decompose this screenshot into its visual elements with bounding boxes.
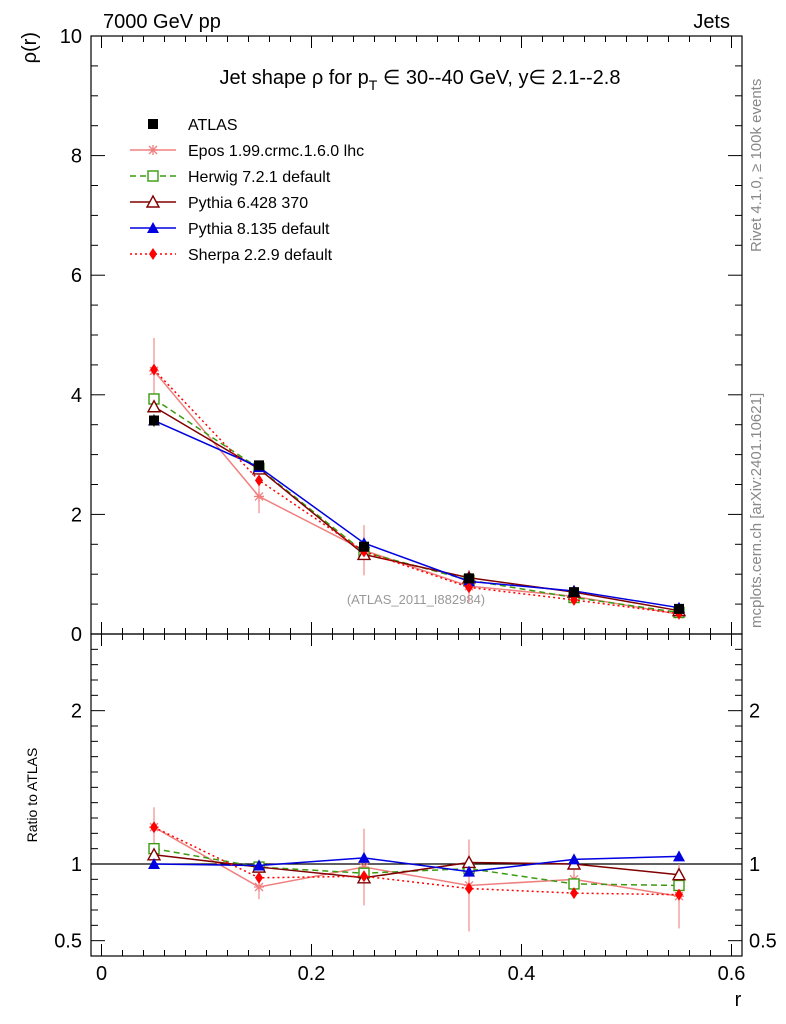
- ratio-series-4-point: [465, 882, 473, 895]
- ratio-y-axis-label: Ratio to ATLAS: [24, 748, 40, 843]
- ratio-series-0-point: [254, 882, 264, 892]
- y-tick-label: 2: [71, 504, 82, 526]
- y-tick-label: 6: [71, 265, 82, 287]
- x-axis-label: r: [735, 989, 742, 1011]
- series-2-point: [146, 399, 162, 413]
- ratio-series-4-point: [360, 870, 368, 883]
- legend-marker: [148, 119, 158, 129]
- atlas-data-point: [254, 460, 264, 471]
- ratio-series-4-point: [150, 821, 158, 834]
- legend-marker: [147, 170, 159, 182]
- series-4-point: [465, 581, 473, 594]
- ratio-tick-label-right: 1: [749, 854, 760, 876]
- ratio-series-4-point: [570, 887, 578, 900]
- series-0-point: [254, 491, 264, 502]
- header-category: Jets: [693, 11, 730, 33]
- x-tick-label: 0.4: [508, 963, 536, 985]
- y-tick-label: 0: [71, 624, 82, 646]
- ratio-series-0-line: [153, 826, 680, 897]
- x-tick-label: 0: [96, 963, 107, 985]
- legend-marker: [149, 248, 157, 260]
- mcplots-label: mcplots.cern.ch [arXiv:2401.10621]: [748, 393, 765, 628]
- series-0-line: [153, 370, 680, 616]
- ratio-plot-frame: [90, 633, 743, 957]
- atlas-data-point: [674, 603, 684, 614]
- series-1-line: [153, 398, 680, 614]
- header-process: 7000 GeV pp: [103, 11, 221, 33]
- ratio-series-3-point: [673, 850, 685, 862]
- plot-title-subscript: T: [369, 77, 378, 93]
- ratio-series-3-point: [463, 865, 475, 877]
- plot-title-main: Jet shape ρ for p: [220, 67, 369, 89]
- atlas-data-point: [359, 541, 369, 552]
- legend-label: ATLAS: [188, 117, 238, 134]
- legend: ATLAS Epos 1.99.crmc.1.6.0 lhc Herwig 7.2.…: [130, 117, 364, 264]
- legend-marker: [145, 194, 161, 208]
- series-4-point: [150, 363, 158, 376]
- legend-label: Herwig 7.2.1 default: [188, 169, 331, 186]
- series-3-line: [153, 419, 680, 609]
- ratio-series-3-point: [358, 851, 370, 863]
- ratio-series-4-point: [255, 871, 263, 884]
- legend-label: Sherpa 2.2.9 default: [188, 247, 333, 264]
- ratio-series-0-point: [359, 862, 369, 873]
- rivet-version-label: Rivet 4.1.0, ≥ 100k events: [748, 79, 765, 252]
- legend-marker: [147, 222, 159, 233]
- series-4-point: [255, 474, 263, 487]
- y-tick-label: 10: [60, 26, 82, 48]
- series-2-line: [153, 406, 680, 612]
- legend-label: Pythia 8.135 default: [188, 221, 330, 238]
- ratio-tick-label-left: 0.5: [54, 931, 82, 953]
- axis-ticks: 0 0.2 0.4 0.6 0 2 4 6 8 10 0.5 0.5 1 1 2 2: [54, 26, 777, 985]
- ratio-series-3-point: [568, 853, 580, 865]
- ratio-tick-label-right: 2: [749, 701, 760, 723]
- legend-label: Epos 1.99.crmc.1.6.0 lhc: [188, 143, 364, 160]
- atlas-data-point: [464, 573, 474, 584]
- series-4-line: [153, 369, 680, 615]
- legend-label: Pythia 6.428 370: [188, 195, 308, 212]
- ratio-series-3-point: [148, 858, 160, 869]
- y-tick-label: 4: [71, 385, 82, 407]
- ratio-series-2-point: [671, 867, 687, 881]
- plot-title: Jet shape ρ for pT ∈ 30--40 GeV, y∈ 2.1-…: [220, 67, 621, 93]
- plot-title-tail: ∈ 30--40 GeV, y∈ 2.1--2.8: [377, 67, 620, 89]
- ratio-series-4-point: [675, 888, 683, 901]
- analysis-label: (ATLAS_2011_I882984): [347, 592, 485, 607]
- x-tick-label: 0.6: [718, 963, 746, 985]
- ratio-series-3-point: [253, 859, 265, 871]
- x-tick-label: 0.2: [298, 963, 326, 985]
- ratio-series-1-line: [153, 847, 680, 887]
- ratio-tick-label-left: 2: [71, 701, 82, 723]
- ratio-series-4-line: [153, 826, 680, 896]
- ratio-tick-label-left: 1: [71, 854, 82, 876]
- ratio-series-3-line: [153, 855, 680, 873]
- legend-marker: [148, 145, 158, 155]
- y-tick-label: 8: [71, 146, 82, 168]
- main-y-axis-label: ρ(r): [19, 32, 41, 63]
- ratio-plot-marks: [146, 807, 687, 932]
- atlas-data-point: [569, 587, 579, 598]
- ratio-tick-label-right: 0.5: [749, 931, 777, 953]
- atlas-data-point: [149, 415, 159, 426]
- main-plot-marks: [146, 337, 687, 620]
